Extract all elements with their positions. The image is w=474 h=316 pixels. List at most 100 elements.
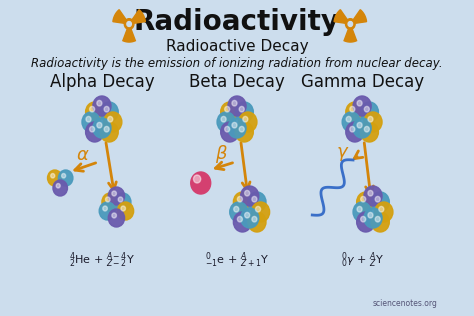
Circle shape [86,102,104,122]
Circle shape [108,116,113,122]
Circle shape [118,202,134,220]
Circle shape [217,112,235,132]
Circle shape [356,212,375,232]
Circle shape [115,193,131,211]
Text: $^4_2$He + $^{A-4}_{Z-2}$Y: $^4_2$He + $^{A-4}_{Z-2}$Y [69,250,135,270]
Circle shape [103,206,107,211]
Polygon shape [123,29,136,42]
Circle shape [241,208,259,228]
Circle shape [241,186,259,206]
Circle shape [252,197,257,202]
Polygon shape [132,10,146,23]
Text: Radioactivity: Radioactivity [134,8,340,36]
Circle shape [102,193,118,211]
Circle shape [239,126,244,132]
Circle shape [90,106,95,112]
Circle shape [121,206,126,211]
Polygon shape [334,10,347,23]
Circle shape [58,170,73,186]
Circle shape [237,197,242,202]
Polygon shape [113,10,126,23]
Circle shape [248,192,266,212]
Circle shape [221,102,239,122]
Circle shape [235,122,253,142]
Circle shape [191,172,211,194]
Circle shape [82,112,100,132]
Text: sciencenotes.org: sciencenotes.org [373,299,438,308]
Text: β: β [215,145,227,163]
Circle shape [99,202,116,220]
Circle shape [368,212,373,218]
Circle shape [93,118,111,138]
Text: Radioactivity is the emission of ionizing radiation from nuclear decay.: Radioactivity is the emission of ionizin… [31,57,443,70]
Circle shape [252,216,257,222]
Circle shape [93,96,111,116]
Circle shape [365,106,369,112]
Circle shape [104,112,122,132]
Circle shape [221,122,239,142]
Circle shape [112,191,117,196]
Circle shape [233,212,252,232]
Circle shape [108,187,125,205]
Circle shape [361,197,366,202]
Circle shape [118,197,123,202]
Circle shape [350,126,355,132]
Circle shape [243,116,248,122]
Circle shape [360,122,378,142]
Circle shape [342,112,360,132]
Circle shape [106,197,110,202]
Circle shape [239,112,257,132]
Circle shape [360,102,378,122]
Circle shape [364,112,382,132]
Circle shape [356,192,375,212]
Circle shape [51,173,55,178]
Circle shape [225,106,230,112]
Circle shape [100,122,118,142]
Circle shape [234,206,239,212]
Circle shape [353,118,371,138]
Text: γ: γ [337,143,347,161]
Circle shape [97,122,102,128]
Circle shape [361,216,366,222]
Circle shape [228,118,246,138]
Circle shape [112,213,117,218]
Circle shape [375,202,393,222]
Circle shape [221,116,226,122]
Circle shape [357,206,362,212]
Text: Radioactive Decay: Radioactive Decay [166,39,308,53]
Circle shape [371,192,389,212]
Circle shape [228,96,246,116]
Circle shape [353,96,371,116]
Circle shape [368,191,373,196]
Circle shape [62,173,66,178]
Circle shape [104,126,109,132]
Circle shape [248,212,266,232]
Circle shape [350,106,355,112]
Circle shape [225,126,230,132]
Circle shape [375,197,380,202]
Circle shape [97,100,102,106]
Text: Beta Decay: Beta Decay [189,73,285,91]
Circle shape [230,202,248,222]
Circle shape [232,122,237,128]
Circle shape [235,102,253,122]
Circle shape [108,209,125,227]
Circle shape [239,106,244,112]
Polygon shape [344,29,356,42]
Text: −: − [195,176,207,190]
Text: α: α [76,146,88,164]
Circle shape [56,184,60,188]
Circle shape [346,102,364,122]
Circle shape [90,126,95,132]
Circle shape [100,102,118,122]
Circle shape [232,100,237,106]
Circle shape [245,191,250,196]
Circle shape [364,186,382,206]
Circle shape [365,126,369,132]
Circle shape [357,100,362,106]
Circle shape [104,106,109,112]
Text: Gamma Decay: Gamma Decay [301,73,424,91]
Text: Alpha Decay: Alpha Decay [50,73,154,91]
Polygon shape [354,10,366,23]
Circle shape [245,212,250,218]
